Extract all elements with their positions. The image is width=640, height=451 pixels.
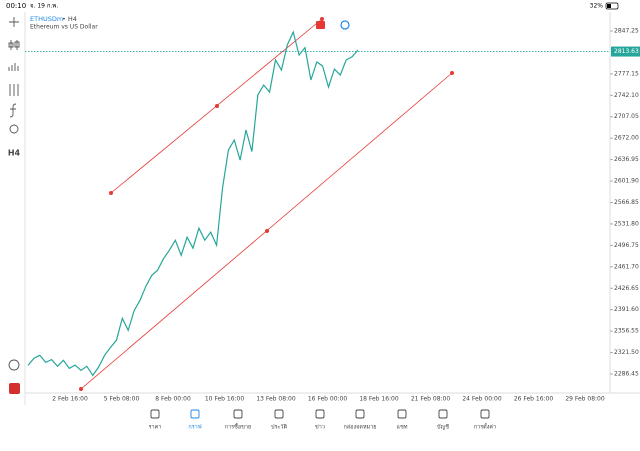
status-time: 00:10 [6, 2, 26, 10]
nav-icon[interactable] [190, 409, 200, 419]
x-tick-label: 16 Feb 00:00 [308, 396, 348, 403]
toolbar-icons [8, 17, 20, 371]
anchor-point[interactable] [109, 190, 114, 195]
y-tick-label: 2672.00 [614, 135, 639, 142]
anchor-point[interactable] [449, 71, 454, 76]
nav-icon[interactable] [274, 409, 284, 419]
objects-icon[interactable] [9, 124, 19, 134]
nav-icon[interactable] [233, 409, 243, 419]
nav-label[interactable]: ราคา [149, 425, 162, 431]
y-tick-label: 2707.05 [614, 113, 639, 120]
x-tick-label: 10 Feb 16:00 [205, 396, 245, 403]
nav-icon[interactable] [150, 409, 160, 419]
price-line [27, 30, 359, 377]
analytics-icon[interactable] [8, 359, 20, 371]
toolbar-timeframe[interactable]: H4 [8, 149, 21, 158]
nav-label[interactable]: กราฟ [188, 424, 201, 431]
nav-label[interactable]: แชท [397, 424, 408, 431]
x-tick-label: 8 Feb 00:00 [155, 396, 191, 403]
y-tick-label: 2496.75 [614, 242, 639, 249]
symbol-name: ETHUSDm [30, 15, 63, 23]
y-tick-label: 2636.95 [614, 156, 639, 163]
x-tick-label: 21 Feb 08:00 [411, 396, 451, 403]
y-tick-label: 2391.60 [614, 306, 639, 313]
x-tick-label: 13 Feb 08:00 [256, 396, 296, 403]
y-tick-label: 2566.85 [614, 199, 639, 206]
trade-button[interactable] [316, 21, 325, 29]
nav-icon[interactable] [480, 409, 490, 419]
nav-label[interactable]: การซื้อขาย [225, 423, 251, 431]
nav-icon[interactable] [355, 409, 365, 419]
symbol-timeframe: • H4 [62, 15, 77, 23]
nav-label[interactable]: บัญชี [437, 424, 449, 431]
function-icon[interactable] [9, 103, 17, 118]
y-tick-label: 2356.55 [614, 328, 639, 335]
x-tick-label: 18 Feb 16:00 [359, 396, 399, 403]
current-price-box [611, 46, 640, 57]
y-tick-label: 2601.90 [614, 178, 639, 185]
candles-icon[interactable] [8, 40, 20, 50]
battery-level [607, 4, 611, 8]
x-tick-label: 26 Feb 16:00 [514, 396, 554, 403]
y-tick-label: 2531.80 [614, 220, 639, 227]
current-price-label: 2813.63 [614, 48, 639, 55]
nav-label[interactable]: ข่าว [315, 425, 325, 431]
battery-icon [605, 2, 619, 10]
x-tick-label: 2 Feb 16:00 [52, 396, 88, 403]
y-tick-label: 2742.10 [614, 92, 639, 99]
bars-icon[interactable] [8, 63, 19, 71]
nav-label[interactable]: การตั้งค่า [474, 423, 496, 431]
y-tick-label: 2847.25 [614, 27, 639, 34]
x-tick-label: 24 Feb 00:00 [462, 396, 502, 403]
app-logo[interactable] [9, 383, 20, 394]
anchor-point[interactable] [214, 104, 219, 109]
y-tick-label: 2286.45 [614, 371, 639, 378]
nav-icon[interactable] [397, 409, 407, 419]
nav-label[interactable]: กล่องจดหมาย [343, 425, 376, 431]
anchor-point[interactable] [79, 386, 84, 391]
anchor-point[interactable] [264, 228, 269, 233]
nav-icon[interactable] [315, 409, 325, 419]
y-tick-label: 2777.15 [614, 70, 639, 77]
oneclick-button[interactable] [340, 20, 350, 30]
crosshair-icon[interactable] [9, 17, 19, 27]
y-tick-label: 2426.65 [614, 285, 639, 292]
status-date: จ. 19 ก.พ. [30, 3, 58, 10]
x-tick-label: 5 Feb 08:00 [104, 396, 140, 403]
symbol-description: Ethereum vs US Dollar [30, 24, 98, 31]
anchor-point[interactable] [319, 16, 324, 21]
x-tick-label: 29 Feb 08:00 [565, 396, 605, 403]
nav-icon[interactable] [438, 409, 448, 419]
indicators-icon[interactable] [9, 84, 19, 96]
nav-label[interactable]: ประวัติ [271, 424, 287, 431]
y-tick-label: 2321.50 [614, 349, 639, 356]
y-tick-label: 2461.70 [614, 263, 639, 270]
status-battery: 32% [590, 3, 604, 10]
